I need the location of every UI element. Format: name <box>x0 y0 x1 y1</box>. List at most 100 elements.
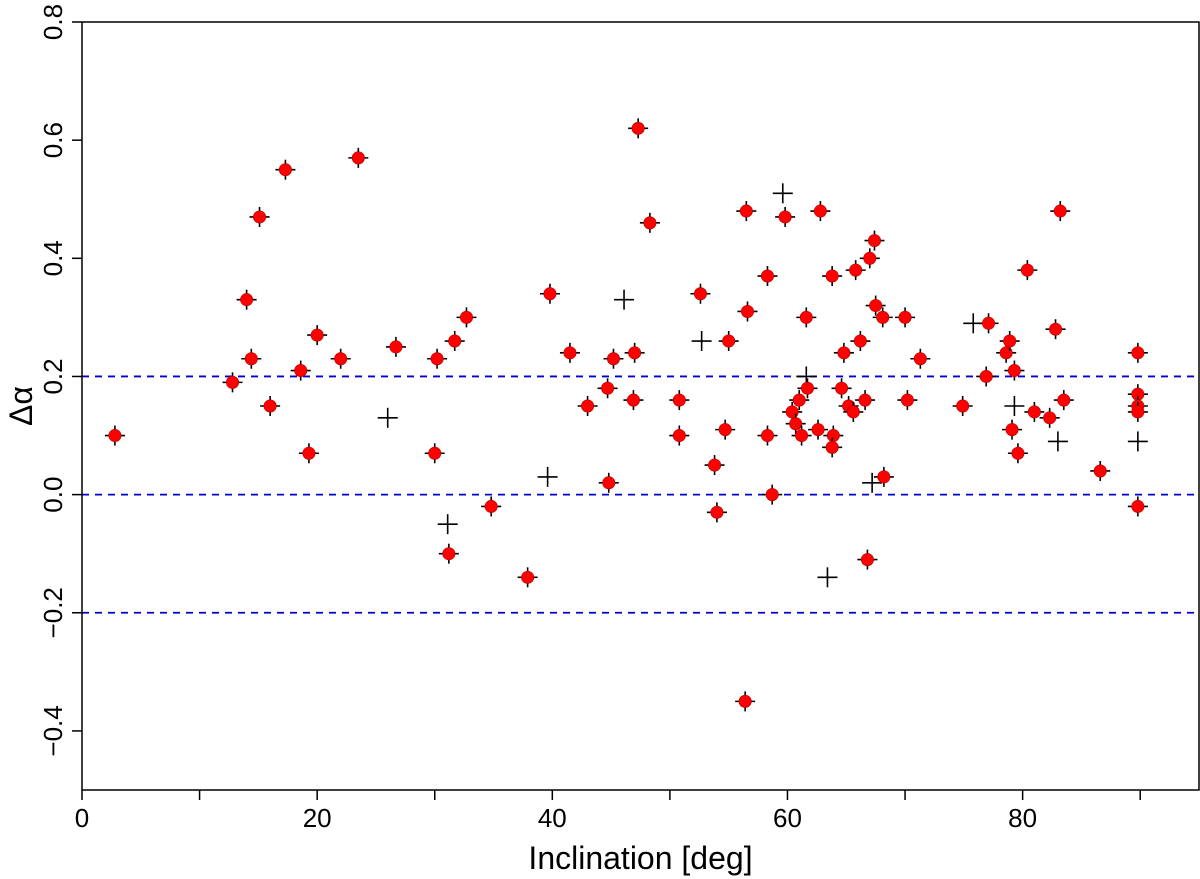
red-dot <box>263 399 277 413</box>
red-point <box>1053 390 1074 411</box>
red-point <box>222 372 243 393</box>
plus-point <box>1004 396 1025 416</box>
y-tick-label: 0.6 <box>38 122 68 158</box>
red-point <box>718 331 739 352</box>
red-dot <box>1093 464 1107 478</box>
red-dot <box>310 328 324 342</box>
red-point <box>976 366 997 387</box>
red-point <box>260 396 281 416</box>
red-dot <box>799 310 813 324</box>
red-dot <box>825 269 839 283</box>
red-point <box>669 425 690 446</box>
red-dot <box>849 263 863 277</box>
red-dot <box>795 429 809 443</box>
x-tick-label: 40 <box>538 803 567 833</box>
y-tick-label: 0.0 <box>38 477 68 513</box>
red-point <box>872 307 893 328</box>
red-point <box>715 419 736 440</box>
red-point <box>628 118 649 139</box>
red-point <box>690 283 711 304</box>
red-dot <box>792 393 806 407</box>
red-point <box>706 502 727 523</box>
red-dot <box>722 334 736 348</box>
red-point <box>757 425 778 446</box>
red-dot <box>837 346 851 360</box>
red-dot <box>459 310 473 324</box>
x-tick-label: 60 <box>773 803 802 833</box>
red-point <box>865 295 886 316</box>
red-point <box>704 455 725 476</box>
plus-point <box>1127 431 1148 452</box>
red-dot <box>1131 405 1145 419</box>
red-point <box>1127 342 1148 363</box>
red-point <box>833 342 854 363</box>
red-point <box>517 567 538 588</box>
red-dot <box>226 375 240 389</box>
red-dot <box>1057 393 1071 407</box>
red-dot <box>876 310 890 324</box>
red-dot <box>708 458 722 472</box>
red-dot <box>351 151 365 165</box>
red-point <box>859 248 880 269</box>
red-point <box>249 206 270 227</box>
red-point <box>577 396 598 416</box>
red-dot <box>484 499 498 513</box>
red-dot <box>956 399 970 413</box>
red-dot <box>867 234 881 248</box>
red-point <box>597 378 618 399</box>
red-dot <box>244 352 258 366</box>
y-axis-title: Δα <box>3 386 39 426</box>
red-dot <box>835 381 849 395</box>
red-dot <box>860 553 874 567</box>
red-point <box>481 496 502 517</box>
red-point <box>241 348 262 369</box>
red-point <box>424 443 445 464</box>
red-dot <box>785 405 799 419</box>
red-point <box>1127 401 1148 422</box>
red-point <box>895 307 916 328</box>
red-dot <box>760 429 774 443</box>
red-point <box>1017 260 1038 281</box>
red-point <box>275 159 296 180</box>
red-point <box>762 484 783 505</box>
red-dot <box>999 346 1013 360</box>
red-point <box>737 301 758 322</box>
red-point <box>1050 201 1071 222</box>
x-tick-label: 0 <box>75 803 89 833</box>
red-point <box>1127 384 1148 405</box>
red-dot <box>800 381 814 395</box>
red-dot <box>448 334 462 348</box>
red-point <box>598 472 619 493</box>
red-point <box>791 425 812 446</box>
red-point <box>539 283 560 304</box>
red-dot <box>863 251 877 265</box>
red-markers <box>104 118 1148 712</box>
x-axis-title: Inclination [deg] <box>528 840 752 876</box>
red-point <box>236 289 257 310</box>
y-tick-label: 0.4 <box>38 240 68 276</box>
red-dot <box>581 399 595 413</box>
red-point <box>385 336 406 357</box>
red-point <box>456 307 477 328</box>
plus-point <box>817 567 838 588</box>
red-point <box>290 360 311 381</box>
red-dot <box>982 316 996 330</box>
plus-point <box>772 183 793 204</box>
red-point <box>1002 419 1023 440</box>
red-point <box>850 331 871 352</box>
red-dot <box>813 204 827 218</box>
red-dot <box>1003 334 1017 348</box>
red-point <box>104 425 125 446</box>
red-point <box>444 331 465 352</box>
red-point <box>438 543 459 564</box>
reference-lines <box>82 375 1199 614</box>
red-dot <box>521 570 535 584</box>
red-point <box>1045 319 1066 340</box>
red-dot <box>1043 411 1057 425</box>
red-point <box>1090 460 1111 481</box>
red-point <box>785 413 806 434</box>
red-dot <box>853 334 867 348</box>
red-dot <box>294 364 308 378</box>
plus-point <box>537 466 558 487</box>
red-dot <box>738 694 752 708</box>
